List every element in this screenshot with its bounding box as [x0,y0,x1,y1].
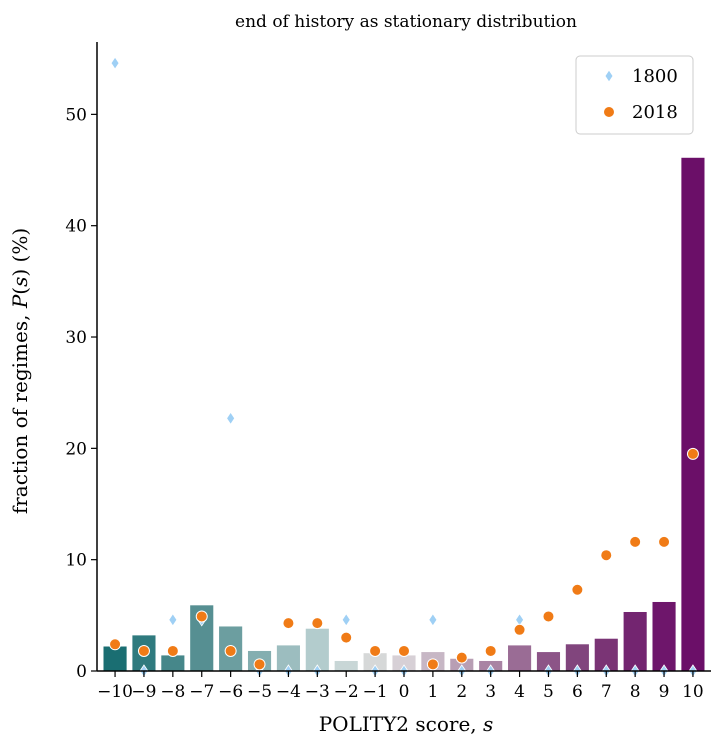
legend-label-1800: 1800 [632,66,678,87]
point-2018-10 [686,447,699,460]
y-tick-label: 40 [65,217,87,237]
bar--1 [363,653,387,671]
point-2018-7 [600,549,613,562]
point-2018--6 [224,644,237,657]
legend-marker-1800 [604,69,614,83]
x-tick-label: 0 [399,682,410,702]
x-tick-label: −5 [247,682,272,702]
bar--10 [103,646,127,671]
point-1800--10 [110,56,120,70]
point-2018-4 [513,623,526,636]
point-2018--5 [253,658,266,671]
point-2018--8 [166,644,179,657]
x-tick-label: −2 [334,682,359,702]
point-2018-5 [542,610,555,623]
legend: 1800 2018 [575,55,694,135]
bar-series [103,157,705,672]
point-2018--10 [109,638,122,651]
point-2018-3 [484,644,497,657]
x-tick-label: 9 [659,682,670,702]
point-2018-8 [629,535,642,548]
y-tick-label: 20 [65,439,87,459]
marker-series [109,56,699,678]
point-2018-9 [658,535,671,548]
x-tick-label: −9 [131,682,156,702]
point-1800--6 [226,411,236,426]
point-1800-1 [428,613,438,627]
point-2018--7 [195,610,208,623]
y-tick-label: 50 [65,105,87,125]
x-axis-label: POLITY2 score, s [319,712,494,736]
x-tick-label: −3 [305,682,330,702]
bar--7 [190,605,214,671]
x-tick-label: −7 [189,682,214,702]
bar-9 [652,601,676,671]
x-tick-label: 7 [601,682,612,702]
legend-marker-2018 [603,106,615,118]
x-tick-label: 3 [485,682,496,702]
series-1800 [110,56,698,678]
x-tick-label: −8 [160,682,185,702]
y-tick-label: 30 [65,328,87,348]
bar-5 [536,652,561,671]
point-2018-1 [426,658,439,671]
chart-title: end of history as stationary distributio… [235,12,577,32]
bar-8 [623,611,647,671]
bar--4 [276,645,300,671]
x-tick-label: 10 [682,682,704,702]
x-tick-label: 6 [572,682,583,702]
point-2018--2 [340,631,353,644]
x-tick-label: 4 [514,682,525,702]
point-2018-2 [455,651,468,664]
y-tick-label: 0 [76,662,87,682]
bar--3 [305,628,329,671]
point-2018-0 [398,644,410,657]
point-2018--3 [311,617,324,630]
x-tick-label: 8 [630,682,641,702]
legend-label-2018: 2018 [632,102,678,123]
series-2018 [109,447,699,671]
bar-6 [565,644,589,671]
bar-4 [508,645,532,671]
point-1800--2 [341,613,351,627]
y-tick-label: 10 [65,551,87,571]
point-2018--1 [369,644,382,657]
x-tick-label: −6 [218,682,243,702]
bar-7 [594,638,618,671]
bar--2 [334,660,358,671]
x-tick-label: 2 [456,682,467,702]
point-2018-6 [571,583,584,596]
bar-10 [681,157,705,672]
x-tick-label: 1 [427,682,438,702]
x-tick-label: 5 [543,682,554,702]
point-2018--4 [282,617,295,630]
x-tick-label: −10 [97,682,133,702]
x-tick-label: −4 [276,682,301,702]
point-2018--9 [137,644,150,657]
y-axis-label: fraction of regimes, P(s) (%) [8,228,32,514]
point-1800--8 [168,613,178,627]
bar-0 [392,655,416,671]
bar--8 [161,655,185,671]
x-tick-label: −1 [363,682,388,702]
